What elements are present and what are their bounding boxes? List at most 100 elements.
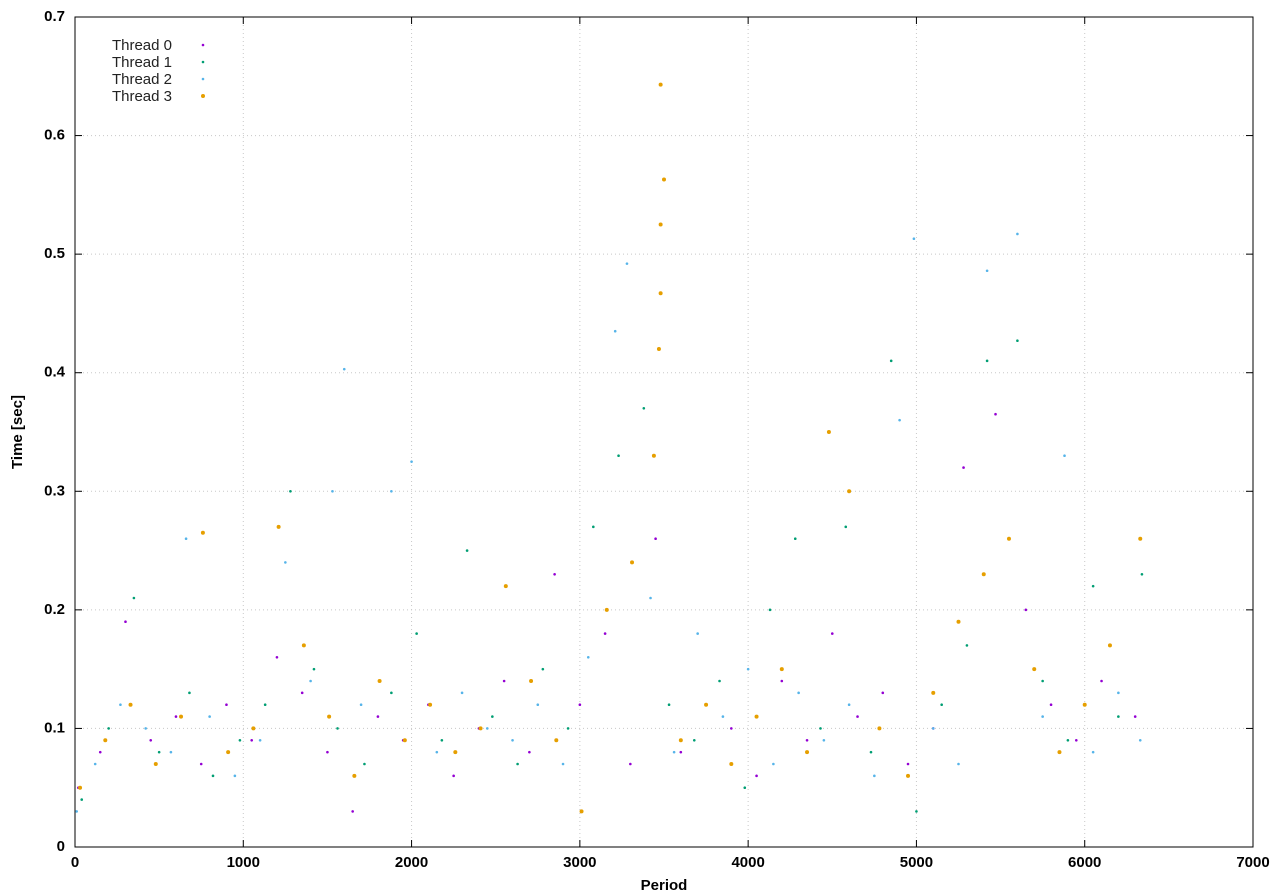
point: [754, 714, 759, 719]
plot-frame: [74, 16, 1254, 848]
point: [578, 703, 582, 707]
point: [1041, 679, 1044, 683]
point: [906, 773, 911, 778]
point: [179, 714, 184, 719]
x-tick-label: 1000: [227, 854, 260, 871]
point: [312, 667, 316, 671]
point: [174, 715, 178, 718]
y-axis-label: Time [sec]: [9, 395, 26, 469]
point: [718, 679, 721, 683]
point: [132, 596, 136, 600]
point: [301, 643, 306, 648]
point: [654, 537, 657, 541]
point: [435, 750, 439, 754]
point: [1091, 584, 1095, 588]
point: [428, 702, 433, 707]
point: [188, 691, 191, 695]
point: [956, 619, 961, 624]
point: [679, 750, 683, 754]
point: [528, 750, 531, 754]
point: [300, 691, 304, 695]
point: [965, 644, 969, 647]
point: [1032, 667, 1037, 672]
point: [805, 738, 809, 742]
point: [1107, 643, 1112, 648]
point: [119, 703, 122, 707]
point: [696, 632, 699, 635]
point: [157, 750, 161, 754]
point: [440, 738, 444, 742]
point: [554, 738, 559, 743]
point: [144, 727, 147, 730]
point: [1091, 750, 1095, 754]
point: [199, 762, 203, 766]
point: [613, 329, 617, 333]
point: [128, 702, 133, 707]
point: [931, 690, 936, 695]
point: [415, 632, 418, 635]
point: [642, 406, 646, 410]
point: [649, 596, 652, 600]
point: [410, 460, 413, 463]
legend-label: Thread 3: [112, 88, 172, 105]
point: [617, 454, 620, 458]
point: [692, 738, 696, 742]
x-tick-label: 5000: [900, 854, 933, 871]
point: [912, 237, 916, 241]
point: [225, 703, 228, 707]
point: [275, 655, 279, 659]
legend-marker: [201, 43, 205, 47]
point: [729, 762, 734, 766]
point: [553, 572, 556, 576]
point: [402, 738, 407, 743]
point: [1133, 715, 1137, 718]
y-tick-label: 0.7: [44, 8, 65, 25]
point: [1063, 454, 1066, 458]
point: [511, 738, 514, 742]
point: [309, 679, 312, 683]
point: [1024, 608, 1028, 612]
point: [779, 667, 784, 672]
point: [1057, 750, 1062, 755]
point: [153, 762, 158, 766]
point: [1016, 339, 1019, 343]
point: [915, 810, 918, 813]
point: [877, 726, 882, 731]
legend-marker: [201, 60, 205, 64]
point: [873, 774, 876, 778]
point: [805, 750, 810, 755]
point: [465, 549, 469, 552]
point: [1066, 738, 1070, 742]
legend-label: Thread 0: [112, 37, 172, 54]
point: [390, 691, 393, 695]
point: [797, 691, 800, 695]
point: [768, 608, 772, 612]
point: [889, 359, 893, 363]
point: [672, 750, 676, 754]
point: [847, 489, 852, 494]
point: [342, 367, 346, 371]
x-tick-label: 6000: [1068, 854, 1101, 871]
point: [830, 632, 834, 635]
point: [898, 418, 901, 422]
point: [721, 715, 725, 718]
point: [80, 798, 84, 801]
point: [844, 525, 848, 529]
legend-marker: [201, 94, 205, 98]
point: [376, 715, 380, 718]
point: [78, 785, 83, 790]
point: [208, 715, 211, 718]
point: [819, 727, 822, 730]
point: [658, 291, 663, 296]
point: [184, 537, 188, 541]
point: [103, 738, 108, 743]
y-tick-label: 0.2: [44, 601, 65, 618]
x-tick-label: 7000: [1236, 854, 1269, 871]
point: [994, 412, 997, 416]
point: [1041, 715, 1044, 718]
point: [658, 222, 663, 227]
point: [453, 750, 458, 755]
x-tick-label: 0: [71, 854, 79, 871]
point: [93, 762, 97, 766]
